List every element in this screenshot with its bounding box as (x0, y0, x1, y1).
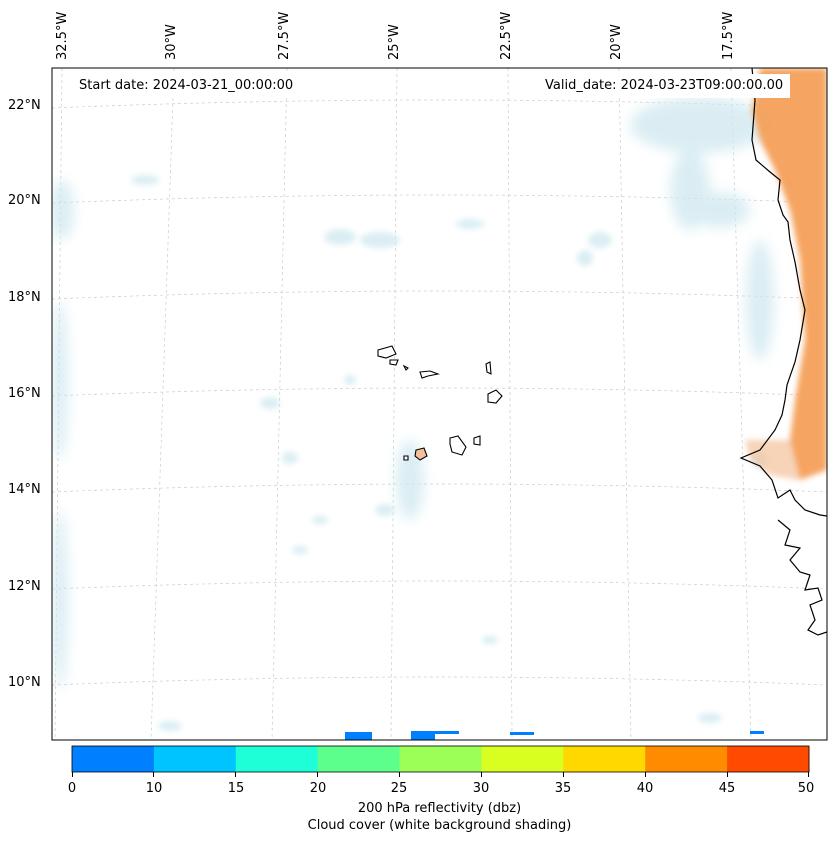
coastline (739, 68, 827, 636)
cloud-cover-shading (52, 97, 774, 731)
colorbar-tick-label: 30 (472, 781, 490, 796)
island-santo-antao (377, 345, 397, 359)
colorbar-segment (235, 746, 319, 772)
lat-label: 22°N (8, 98, 41, 113)
lon-label: 22.5°W (499, 11, 514, 60)
parallel-22n (52, 99, 827, 109)
island-brava (403, 455, 409, 461)
lat-label: 16°N (8, 386, 41, 401)
colorbar-segment (153, 746, 237, 772)
cape-verde-islands (377, 345, 503, 461)
island-sao-nicolau (419, 370, 440, 379)
parallel-14n (52, 483, 827, 493)
colorbar-tick-label: 45 (718, 781, 736, 796)
lon-label: 30°W (164, 24, 179, 60)
meridian-17-5w (730, 68, 752, 740)
reflectivity-fragments (345, 731, 764, 740)
africa-coast (739, 68, 827, 517)
lat-label: 20°N (8, 193, 41, 208)
meridian-20w (618, 68, 632, 740)
colorbar-segment (481, 746, 564, 772)
island-santiago (449, 435, 467, 456)
colorbar-segment (72, 746, 155, 772)
island-santa-luzia (402, 364, 409, 371)
colorbar-segment (317, 746, 401, 772)
island-sal (485, 361, 492, 375)
parallel-10n (52, 676, 827, 686)
colorbar-tick-label: 25 (390, 781, 408, 796)
colorbar-segment (399, 746, 482, 772)
colorbar-tickmark (317, 772, 318, 777)
colorbar-tickmark (727, 772, 728, 777)
map-frame (51, 67, 828, 741)
parallel-18n (52, 290, 827, 300)
lat-label: 14°N (8, 482, 41, 497)
graticule (52, 68, 827, 740)
colorbar-frame (71, 745, 810, 773)
colorbar-tick-label: 40 (636, 781, 654, 796)
island-maio (473, 435, 481, 446)
lat-label: 18°N (8, 290, 41, 305)
colorbar (71, 745, 810, 773)
colorbar-tick-label: 15 (227, 781, 245, 796)
colorbar-tickmark (481, 772, 482, 777)
island-fogo (414, 447, 428, 461)
colorbar-segment (563, 746, 646, 772)
colorbar-tickmark (399, 772, 400, 777)
colorbar-tickmark (563, 772, 564, 777)
lon-label: 25°W (387, 24, 402, 60)
lon-label: 32.5°W (55, 11, 70, 60)
colorbar-tickmark (645, 772, 646, 777)
colorbar-tickmark (153, 772, 154, 777)
lat-label: 12°N (8, 579, 41, 594)
colorbar-tick-label: 10 (145, 781, 163, 796)
colorbar-tick-label: 50 (797, 781, 815, 796)
parallel-12n (52, 580, 827, 590)
parallel-20n (52, 194, 827, 204)
colorbar-tickmark (72, 772, 73, 777)
colorbar-title: 200 hPa reflectivity (dbz) (357, 801, 522, 816)
gambia-guinea-coast (777, 519, 827, 636)
colorbar-segment (727, 746, 810, 772)
start-date-label: Start date: 2024-03-21_00:00:00 (72, 74, 301, 98)
lon-label: 27.5°W (277, 11, 292, 60)
lat-label: 10°N (8, 675, 41, 690)
valid-date-label: Valid_date: 2024-03-23T09:00:00.00 (538, 74, 791, 98)
colorbar-segment (645, 746, 728, 772)
colorbar-tick-label: 35 (554, 781, 572, 796)
lon-label: 17.5°W (721, 11, 736, 60)
meridian-30w (150, 68, 175, 740)
map-background (52, 68, 827, 740)
colorbar-tickmark (235, 772, 236, 777)
meridian-25w (390, 68, 398, 740)
lon-label: 20°W (609, 24, 624, 60)
colorbar-tickmark (808, 772, 809, 777)
colorbar-subtitle: Cloud cover (white background shading) (307, 818, 572, 833)
colorbar-tick-label: 0 (67, 781, 77, 796)
island-boa-vista (487, 389, 503, 404)
meridian-22-5w (507, 68, 513, 740)
island-sao-vicente (389, 359, 399, 366)
colorbar-tick-label: 20 (309, 781, 327, 796)
parallel-16n (52, 387, 827, 397)
